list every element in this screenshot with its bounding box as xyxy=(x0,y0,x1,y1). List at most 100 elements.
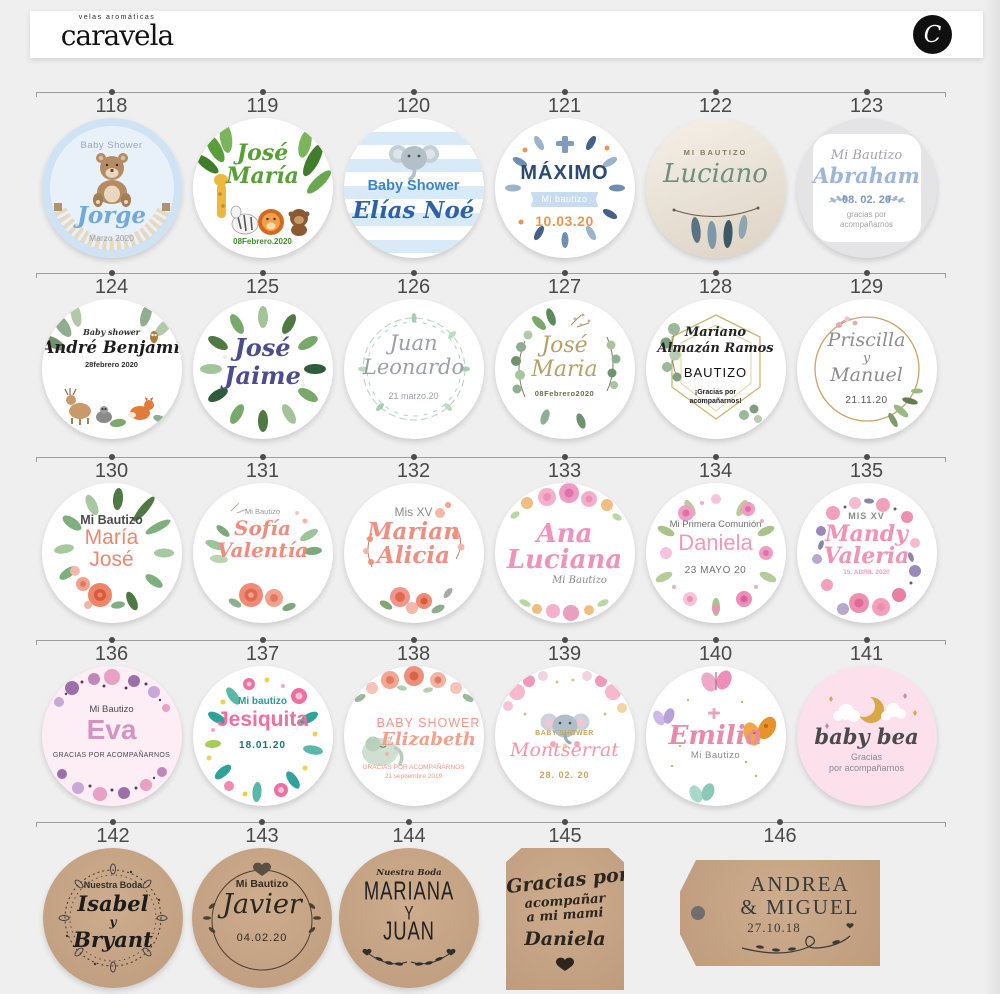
row-line xyxy=(36,822,946,827)
pin-dot xyxy=(410,270,417,276)
label-design-142[interactable]: Nuestra Boda Isabel y Bryant xyxy=(43,848,183,988)
label-text: 21 marzo.20 xyxy=(388,391,439,401)
pin-dot xyxy=(259,637,266,643)
design-number: 119 xyxy=(246,95,279,117)
label-design-138[interactable]: BABY SHOWER Elizabeth GRACIAS POR ACOMPA… xyxy=(343,666,484,806)
feathers-icon xyxy=(672,206,759,249)
label-text: GRACIAS POR ACOMPAÑARNOS xyxy=(362,764,465,771)
safari-animals-icon xyxy=(195,123,331,236)
label-design-127[interactable]: José Maria 08Febrero2020 xyxy=(494,299,635,439)
label-text: Baby Shower xyxy=(367,178,460,194)
pin-dot xyxy=(410,89,417,95)
label-design-118[interactable]: Baby Shower Jorge Marzo 2020 xyxy=(41,118,182,258)
label-design-126[interactable]: Juan Leonardo 21 marzo.20 xyxy=(343,299,484,439)
label-text: 28. 02. 20 xyxy=(539,770,590,780)
pin-dot xyxy=(863,454,870,460)
pin-dot xyxy=(712,454,719,460)
pin-dot xyxy=(110,819,116,825)
label-text: José xyxy=(234,333,291,362)
design-number: 129 xyxy=(849,276,884,298)
design-number: 126 xyxy=(396,276,431,298)
label-text: Maria xyxy=(531,357,598,382)
label-text: MI BAUTIZO xyxy=(683,148,748,157)
moon-clouds-icon xyxy=(824,693,917,729)
label-text: Jaime xyxy=(224,361,301,390)
label-design-122[interactable]: MI BAUTIZO Luciano xyxy=(645,118,786,258)
label-design-132[interactable]: Mis XV Marian Alicia xyxy=(343,483,484,623)
label-design-128[interactable]: Mariano Almazán Ramos BAUTIZO ¡Gracias p… xyxy=(645,299,786,439)
label-text: Bryant xyxy=(73,927,153,952)
label-design-123[interactable]: Mi Bautizo Abraham 08. 02. 20 gracias po… xyxy=(796,118,937,258)
label-text: Marzo 2020 xyxy=(89,233,134,243)
label-text: Y xyxy=(404,902,414,925)
label-text: BABY SHOWER xyxy=(535,730,594,737)
label-text: Elizabeth xyxy=(381,729,476,750)
label-design-136[interactable]: Mi Bautizo Eva GRACIAS POR ACOMPAÑARNOS xyxy=(41,666,182,806)
design-number: 134 xyxy=(698,460,733,482)
design-number: 135 xyxy=(849,460,884,482)
pink-purple-wreath-icon xyxy=(811,497,921,616)
label-design-143[interactable]: Mi Bautizo Javier 04.02.20 xyxy=(192,848,332,988)
elephant-icon xyxy=(388,145,439,181)
pin-dot xyxy=(863,270,870,276)
label-design-124[interactable]: Baby shower André Benjamín 28febrero 202… xyxy=(41,299,182,439)
design-number: 124 xyxy=(94,276,129,298)
label-design-120[interactable]: Baby Shower Elías Noé xyxy=(343,118,484,258)
label-text: 21 septiembre 2019 xyxy=(384,773,443,780)
baby-elephant-floral-icon xyxy=(502,671,627,749)
label-design-119[interactable]: José María 08Febrero.2020 xyxy=(192,118,333,258)
label-text: Leonardo xyxy=(362,355,465,379)
design-number: 143 xyxy=(245,825,279,847)
label-text: María xyxy=(226,163,299,189)
label-design-131[interactable]: Mi Bautizo Sofía Valentía xyxy=(192,483,333,623)
label-text: 10.03.20 xyxy=(535,213,594,229)
label-text: Mi Bautizo xyxy=(830,148,903,163)
label-text: Abraham xyxy=(813,163,920,188)
label-text: Gracias xyxy=(850,752,882,762)
label-text: Valeria xyxy=(823,543,910,569)
label-text: 08Febrero2020 xyxy=(534,389,595,398)
brand-tagline: velas aromáticas xyxy=(78,14,156,21)
label-design-130[interactable]: Mi Bautizo María José xyxy=(41,483,182,623)
woodland-animals-icon xyxy=(42,303,173,428)
brand-name: caravela xyxy=(60,19,175,52)
ribbon-banner xyxy=(530,192,599,207)
pin-dot xyxy=(108,454,115,460)
design-number: 137 xyxy=(245,643,280,665)
label-text: 08Febrero.2020 xyxy=(233,237,292,246)
label-design-146[interactable]: ANDREA & MIGUEL 27.10.18 xyxy=(680,860,880,966)
pin-dot xyxy=(863,637,870,643)
label-design-145[interactable]: Gracias por acompañar a mi mami Daniela xyxy=(506,848,624,990)
label-text: BABY SHOWER xyxy=(376,716,481,730)
label-design-140[interactable]: Emilia Mi Bautizo xyxy=(645,666,786,806)
row-line xyxy=(36,273,946,278)
label-design-121[interactable]: MÁXIMO Mi bautizo 10.03.20 xyxy=(494,118,635,258)
brand-monogram-badge: C xyxy=(913,15,952,54)
monogram-letter: C xyxy=(923,21,942,48)
label-design-144[interactable]: Nuestra Boda MARIANA Y JUAN xyxy=(339,848,479,988)
label-text: 27.10.18 xyxy=(747,920,801,935)
label-text: Mi Bautizo xyxy=(552,575,607,586)
pink-floral-wreath-icon xyxy=(655,494,776,616)
pin-dot xyxy=(259,270,266,276)
pin-dot xyxy=(108,89,115,95)
pink-orange-flowers-icon xyxy=(509,483,622,621)
label-text: Sofía xyxy=(234,516,291,540)
label-design-125[interactable]: José Jaime xyxy=(192,299,333,439)
design-number: 145 xyxy=(548,825,582,847)
label-design-135[interactable]: MIS XV Mandy Valeria 15. ABRIL 2020 xyxy=(796,483,937,623)
label-text: Daniela xyxy=(678,530,753,555)
label-design-141[interactable]: baby bea Gracias por acompañarnos xyxy=(796,666,937,806)
label-design-137[interactable]: Mi bautizo Jesiquita 18.01.20 xyxy=(192,666,333,806)
header-bar: velas aromáticas caravela C xyxy=(30,11,983,58)
label-design-129[interactable]: Priscilla y Manuel 21.11.20 xyxy=(796,299,937,439)
design-number: 131 xyxy=(245,460,280,482)
design-number: 122 xyxy=(698,95,733,117)
label-text: André Benjamín xyxy=(41,338,182,357)
label-design-133[interactable]: Ana Luciana Mi Bautizo xyxy=(494,483,635,623)
label-design-134[interactable]: Mi Primera Comunión Daniela 23 MAYO 20 xyxy=(645,483,786,623)
label-design-139[interactable]: BABY SHOWER Montserrat 28. 02. 20 xyxy=(494,666,635,806)
pin-dot xyxy=(410,454,417,460)
label-text: 04.02.20 xyxy=(236,932,288,944)
